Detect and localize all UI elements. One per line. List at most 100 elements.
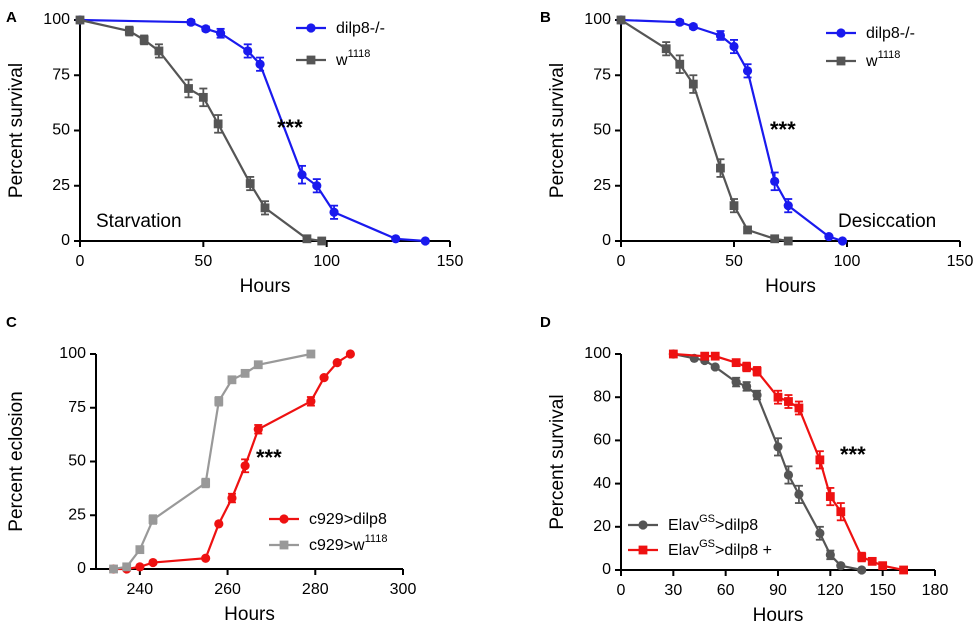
panel-label: B — [540, 9, 551, 26]
legend-label: w1118 — [335, 48, 370, 69]
series-1 — [75, 15, 327, 246]
data-point — [668, 349, 678, 359]
legend-label: c929>w1118 — [309, 533, 387, 554]
legend-swatch-marker — [836, 28, 846, 38]
legend-label-sup: GS — [699, 513, 715, 525]
data-point — [857, 552, 867, 562]
data-point — [317, 236, 327, 246]
series-0 — [616, 15, 848, 246]
x-axis-label: Hours — [753, 605, 804, 626]
data-point — [420, 236, 430, 246]
y-tick-label: 0 — [77, 560, 86, 577]
data-point — [729, 41, 739, 52]
x-axis-label: Hours — [224, 604, 275, 625]
y-axis-label: Percent eclosion — [6, 391, 27, 531]
panel-label: D — [540, 314, 551, 331]
series-line — [79, 18, 426, 243]
x-tick-label: 240 — [127, 581, 154, 598]
data-point — [245, 179, 255, 188]
data-point — [75, 15, 85, 25]
legend-label: w1118 — [865, 49, 900, 70]
legend-swatch-marker — [836, 56, 846, 66]
legend-swatch-marker — [279, 540, 289, 550]
y-tick-label: 25 — [593, 177, 611, 194]
x-tick-label: 280 — [302, 581, 329, 598]
legend-label-main: w — [865, 53, 878, 70]
data-point — [742, 381, 752, 391]
y-tick-label: 60 — [593, 432, 611, 449]
data-point — [213, 119, 223, 129]
data-point — [743, 225, 752, 235]
data-point — [253, 360, 263, 370]
data-point — [824, 231, 834, 242]
data-point — [731, 377, 741, 387]
x-tick-label: 150 — [947, 253, 974, 270]
legend-label: ElavGS>dilp8 + — [668, 538, 772, 559]
data-point — [201, 553, 211, 563]
data-point — [867, 556, 877, 566]
data-point — [201, 24, 211, 34]
data-point — [836, 561, 846, 571]
x-tick-label: 260 — [214, 581, 241, 598]
x-tick-label: 90 — [769, 582, 787, 599]
data-point — [715, 30, 726, 41]
y-tick-label: 0 — [61, 232, 70, 249]
x-tick-label: 120 — [817, 582, 844, 599]
x-axis-label: Hours — [765, 276, 816, 297]
data-point — [770, 176, 780, 186]
legend-swatch-marker — [306, 23, 316, 33]
data-point — [675, 59, 685, 69]
data-point — [742, 362, 751, 372]
data-point — [825, 492, 835, 501]
legend-swatch-marker — [306, 55, 316, 65]
data-point — [148, 557, 158, 568]
y-axis-label: Percent survival — [547, 63, 568, 198]
condition-annotation: Starvation — [96, 211, 182, 232]
data-point — [773, 442, 783, 452]
data-point — [783, 201, 793, 211]
data-point — [742, 66, 753, 76]
legend-label: c929>dilp8 — [309, 511, 387, 528]
data-point — [752, 390, 762, 400]
data-point — [857, 565, 867, 575]
data-point — [216, 28, 226, 38]
data-point — [710, 362, 720, 372]
data-point — [661, 44, 671, 54]
x-tick-label: 100 — [834, 253, 861, 270]
data-point — [878, 561, 888, 571]
significance-marker: *** — [277, 115, 303, 140]
panel-label: C — [6, 314, 17, 331]
x-tick-label: 0 — [76, 253, 85, 270]
data-point — [837, 236, 848, 246]
legend-label-main: dilp8-/- — [866, 25, 915, 42]
condition-annotation: Desiccation — [838, 211, 936, 232]
legend-swatch-marker — [279, 514, 289, 524]
data-point — [312, 181, 322, 191]
panel-label: A — [6, 9, 17, 26]
y-tick-label: 0 — [602, 232, 611, 249]
data-point — [815, 528, 825, 538]
data-point — [616, 15, 626, 25]
y-tick-label: 80 — [593, 388, 611, 405]
x-tick-label: 60 — [717, 582, 735, 599]
panel-d: D 0 30 60 90 120 150 180 0 20 40 60 80 100 Hours Percen… — [540, 314, 948, 626]
y-tick-label: 100 — [584, 345, 611, 362]
legend-label: ElavGS>dilp8 — [668, 513, 758, 534]
data-point — [391, 234, 401, 244]
x-tick-label: 50 — [194, 253, 212, 270]
data-point — [184, 84, 193, 93]
y-tick-label: 100 — [59, 345, 86, 362]
data-point — [329, 207, 339, 217]
series-0 — [668, 349, 867, 575]
x-tick-label: 150 — [869, 582, 896, 599]
legend-label-main: c929>dilp8 — [309, 511, 387, 528]
x-tick-label: 300 — [390, 581, 417, 598]
data-point — [332, 358, 342, 368]
y-tick-label: 100 — [584, 11, 611, 28]
y-axis-label: Percent survival — [6, 63, 27, 198]
data-point — [815, 455, 825, 465]
data-point — [135, 562, 145, 572]
x-tick-label: 30 — [664, 582, 682, 599]
y-tick-label: 50 — [593, 122, 611, 139]
x-tick-label: 0 — [617, 582, 626, 599]
